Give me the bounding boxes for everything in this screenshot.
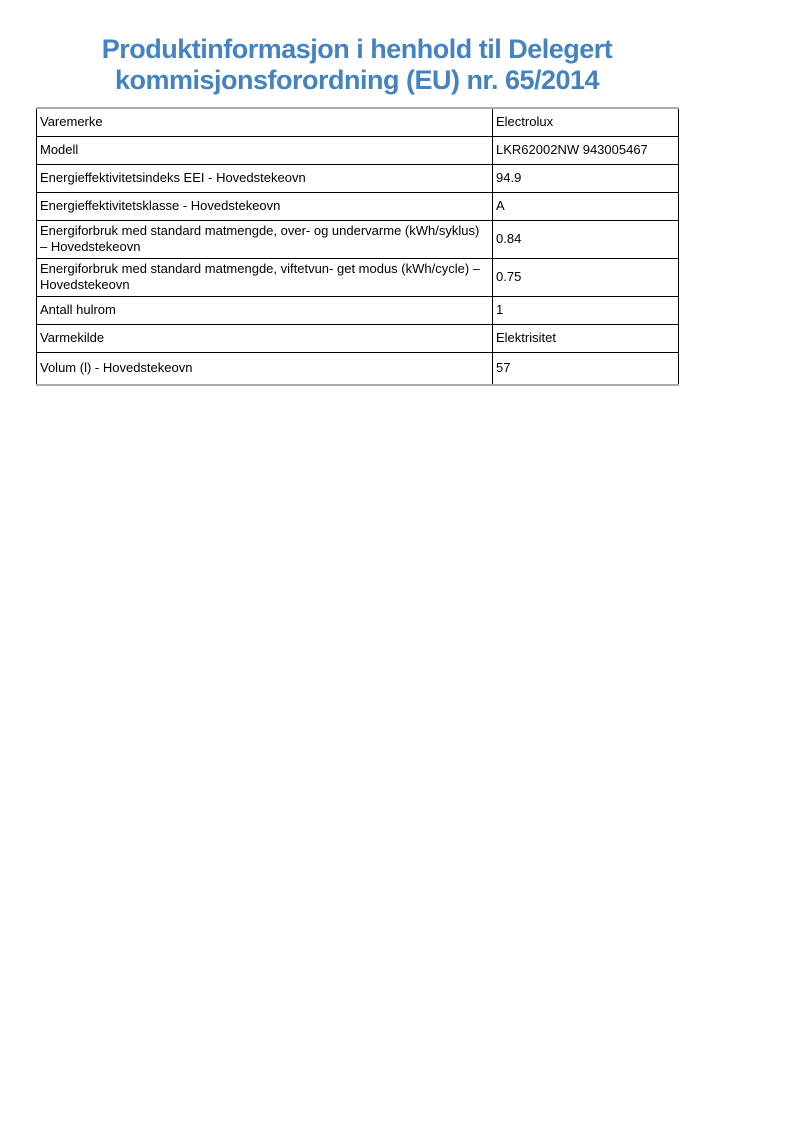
spec-label-cell: Varemerke [36, 107, 493, 137]
spec-label-cell: Energiforbruk med standard matmengde, ov… [36, 219, 493, 259]
spec-label-cell: Volum (l) - Hovedstekeovn [36, 351, 493, 386]
table-row: Energieffektivitetsindeks EEI - Hovedste… [36, 163, 679, 193]
spec-value-cell: Elektrisitet [492, 323, 679, 353]
table-row: Volum (l) - Hovedstekeovn 57 [36, 351, 679, 386]
table-row: Varemerke Electrolux [36, 107, 679, 137]
table-row: Modell LKR62002NW 943005467 [36, 135, 679, 165]
table-row: Energiforbruk med standard matmengde, ov… [36, 219, 679, 259]
spec-label-cell: Modell [36, 135, 493, 165]
table-row: Varmekilde Elektrisitet [36, 323, 679, 353]
spec-label-cell: Varmekilde [36, 323, 493, 353]
spec-label-cell: Energieffektivitetsklasse - Hovedstekeov… [36, 191, 493, 221]
product-info-table: Varemerke Electrolux Modell LKR62002NW 9430… [36, 107, 679, 386]
spec-label-cell: Energiforbruk med standard matmengde, vi… [36, 257, 493, 297]
spec-value-cell: 94.9 [492, 163, 679, 193]
spec-value-cell: A [492, 191, 679, 221]
table-row: Energieffektivitetsklasse - Hovedstekeov… [36, 191, 679, 221]
spec-value-cell: 1 [492, 295, 679, 325]
page-title: Produktinformasjon i henhold til Deleger… [36, 34, 678, 96]
page-title-line-2: kommisjonsforordning (EU) nr. 65/2014 [114, 65, 600, 95]
spec-value-cell: Electrolux [492, 107, 679, 137]
document-content: Produktinformasjon i henhold til Deleger… [36, 34, 679, 386]
table-row: Energiforbruk med standard matmengde, vi… [36, 257, 679, 297]
table-row: Antall hulrom 1 [36, 295, 679, 325]
spec-value-cell: 0.75 [492, 257, 679, 297]
spec-label-cell: Antall hulrom [36, 295, 493, 325]
spec-label-cell: Energieffektivitetsindeks EEI - Hovedste… [36, 163, 493, 193]
page-title-line-1: Produktinformasjon i henhold til Deleger… [101, 34, 613, 64]
spec-value-cell: 0.84 [492, 219, 679, 259]
spec-value-cell: 57 [492, 351, 679, 386]
spec-value-cell: LKR62002NW 943005467 [492, 135, 679, 165]
